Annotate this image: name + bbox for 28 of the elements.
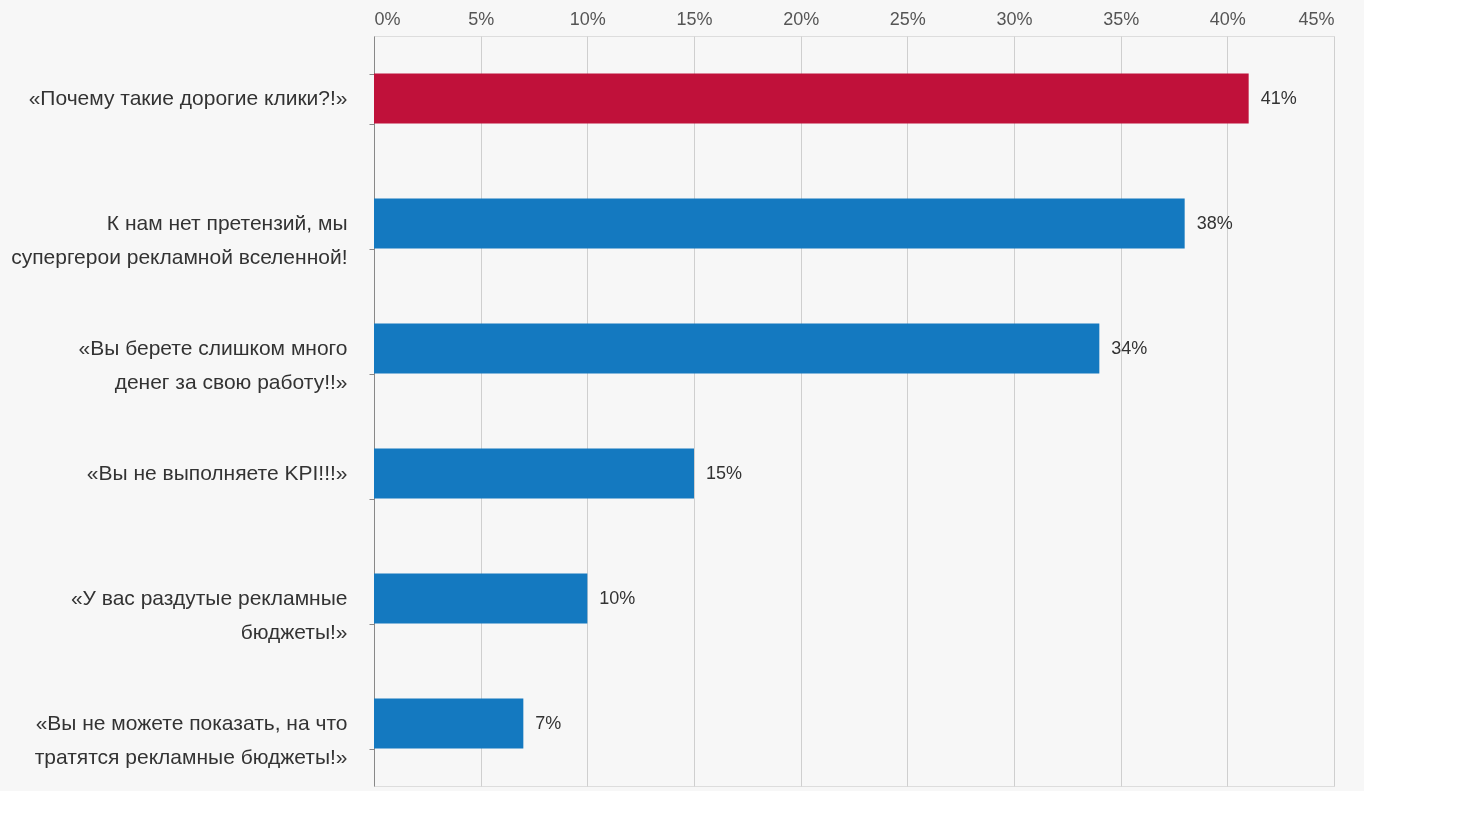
- data-label: 7%: [535, 712, 562, 733]
- x-tick-label: 10%: [569, 8, 606, 29]
- x-tick-label: 30%: [996, 8, 1033, 29]
- x-tick-label: 40%: [1209, 8, 1246, 29]
- y-tick-label: «Вы берете слишком много денег за свою работу!!»: [78, 336, 348, 393]
- data-label: 38%: [1196, 212, 1233, 233]
- bar: [374, 698, 524, 749]
- data-label: 15%: [706, 462, 743, 483]
- y-tick-label: «Вы не выполняете KPI!!!»: [86, 461, 348, 484]
- bar: [374, 73, 1249, 124]
- data-label: 41%: [1260, 87, 1297, 108]
- y-tick-label: «Почему такие дорогие клики?!»: [28, 86, 348, 109]
- bar: [374, 448, 694, 499]
- x-tick-label: 20%: [783, 8, 820, 29]
- data-label: 10%: [599, 587, 636, 608]
- x-tick-label: 15%: [676, 8, 713, 29]
- x-tick-label: 35%: [1103, 8, 1140, 29]
- x-tick-label: 45%: [1298, 8, 1335, 29]
- y-tick-label: К нам нет претензий, мы супергерои рекламной вселенной!: [11, 211, 348, 268]
- bar: [374, 573, 588, 624]
- data-label: 34%: [1111, 337, 1148, 358]
- bar: [374, 323, 1100, 374]
- y-tick-label: «Вы не можете показать, на что тратятся рекламные бюджеты!»: [34, 711, 348, 768]
- x-tick-label: 0%: [374, 8, 401, 29]
- bar: [374, 198, 1185, 249]
- y-tick-label: «У вас раздутые рекламные бюджеты!»: [70, 586, 348, 643]
- x-tick-label: 5%: [468, 8, 495, 29]
- x-tick-label: 25%: [889, 8, 926, 29]
